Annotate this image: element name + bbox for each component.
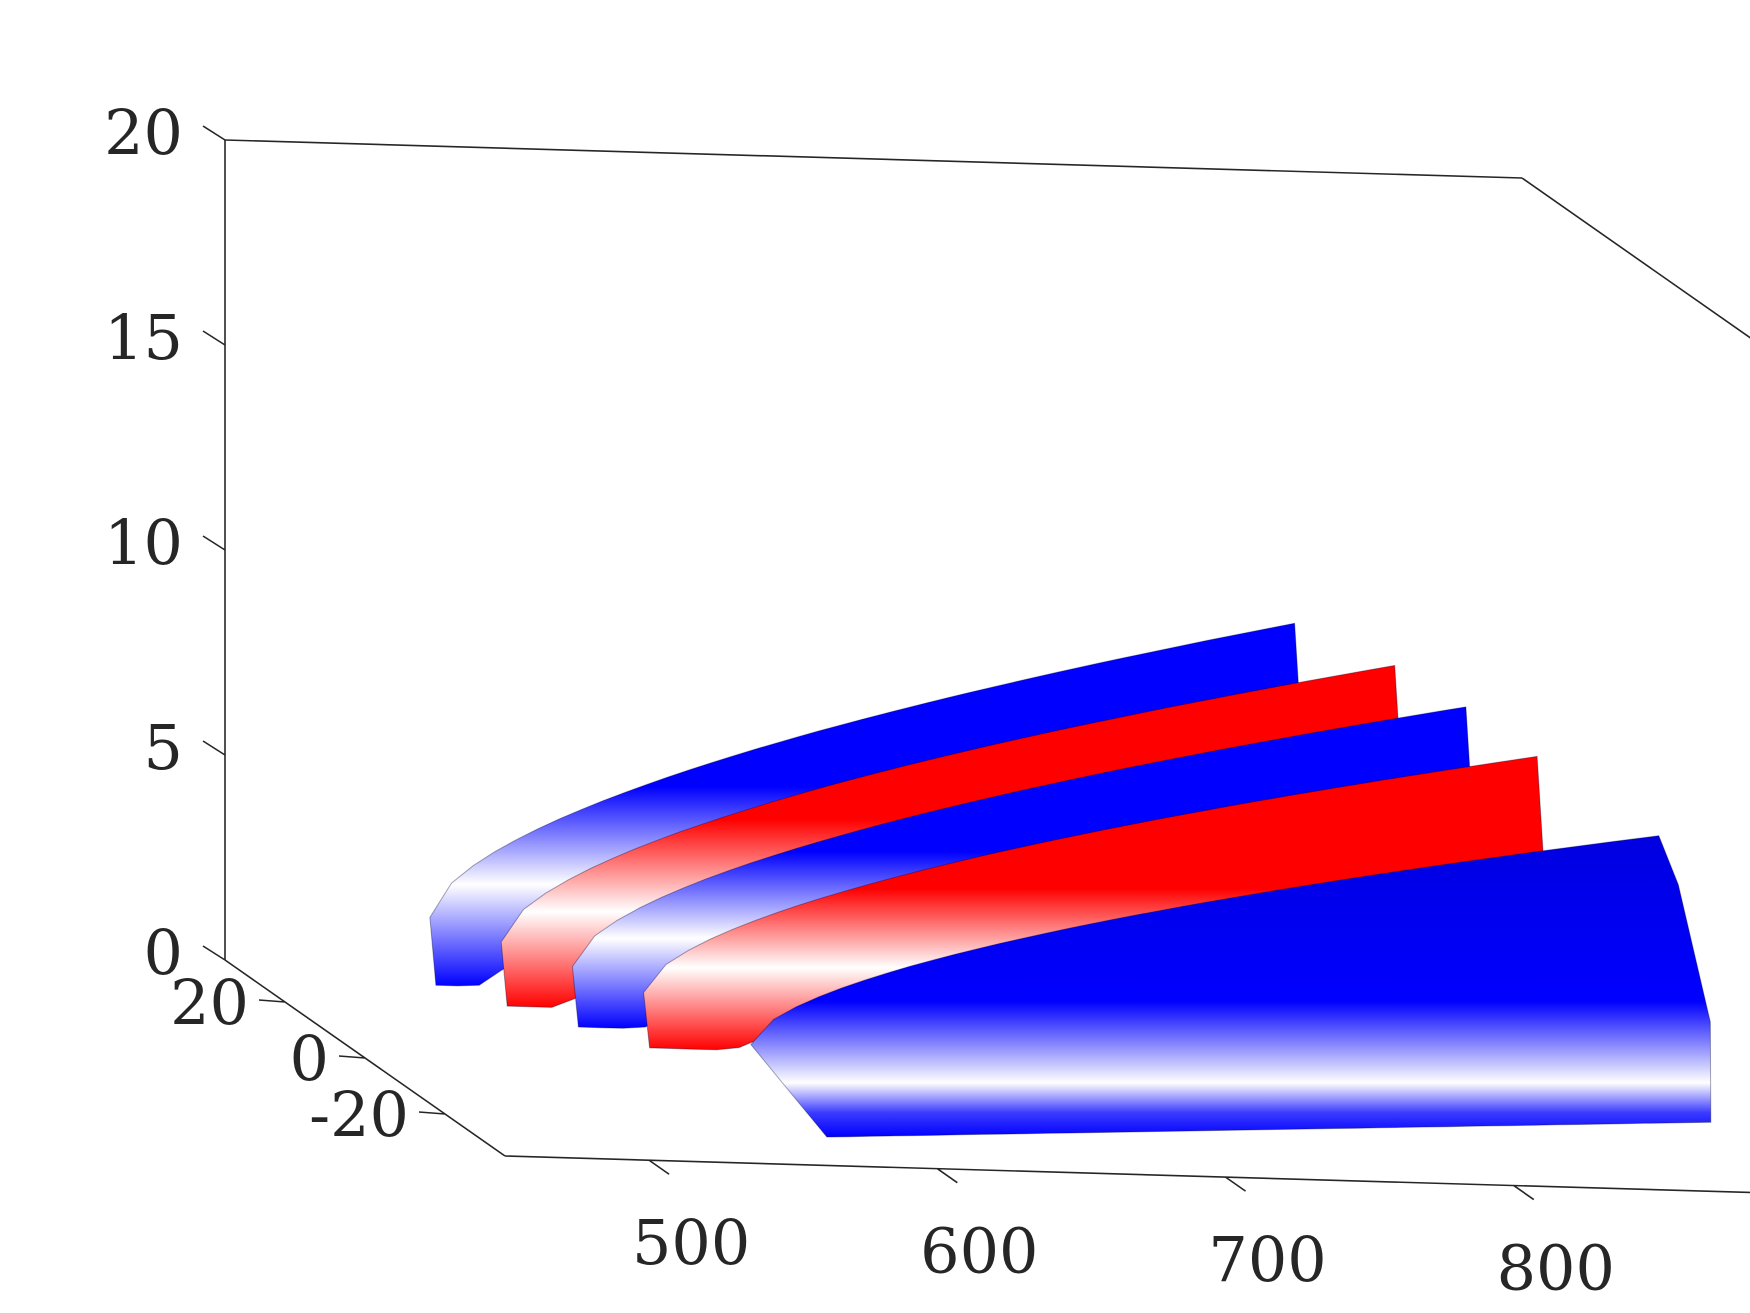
isosurfaces [429, 622, 1712, 1138]
axis-ticks: 05101520500600700800900200-20 [104, 96, 1615, 1305]
top-back-edge [224, 139, 1523, 179]
top-right-edge [1521, 177, 1750, 339]
z-tick-label: 10 [104, 506, 183, 579]
x-tick-mark [1513, 1184, 1535, 1201]
isosurface-negative-5 [750, 835, 1712, 1138]
y-tick-label: 20 [170, 966, 249, 1039]
x-tick-label: 500 [632, 1206, 750, 1279]
z-tick-mark [202, 330, 226, 346]
z-tick-label: 15 [104, 301, 183, 374]
x-tick-label: 600 [920, 1215, 1038, 1288]
y-tick-mark [418, 1111, 446, 1115]
z-tick-mark [202, 535, 226, 551]
z-tick-label: 5 [144, 711, 183, 784]
x-tick-label: 800 [1497, 1232, 1615, 1305]
y-tick-mark [338, 1055, 366, 1059]
x-tick-mark [648, 1159, 670, 1175]
x-tick-mark [1225, 1176, 1247, 1192]
y-tick-mark [258, 999, 286, 1003]
z-tick-mark [202, 945, 226, 961]
z-tick-mark [202, 125, 226, 141]
z-tick-label: 0 [144, 916, 183, 989]
x-tick-label: 700 [1208, 1223, 1326, 1296]
y-tick-label: 0 [290, 1022, 329, 1095]
x-axis-line [504, 1155, 1750, 1194]
x-tick-mark [936, 1168, 958, 1184]
y-tick-label: -20 [309, 1078, 409, 1151]
z-tick-mark [202, 740, 226, 756]
z-tick-label: 20 [104, 96, 183, 169]
